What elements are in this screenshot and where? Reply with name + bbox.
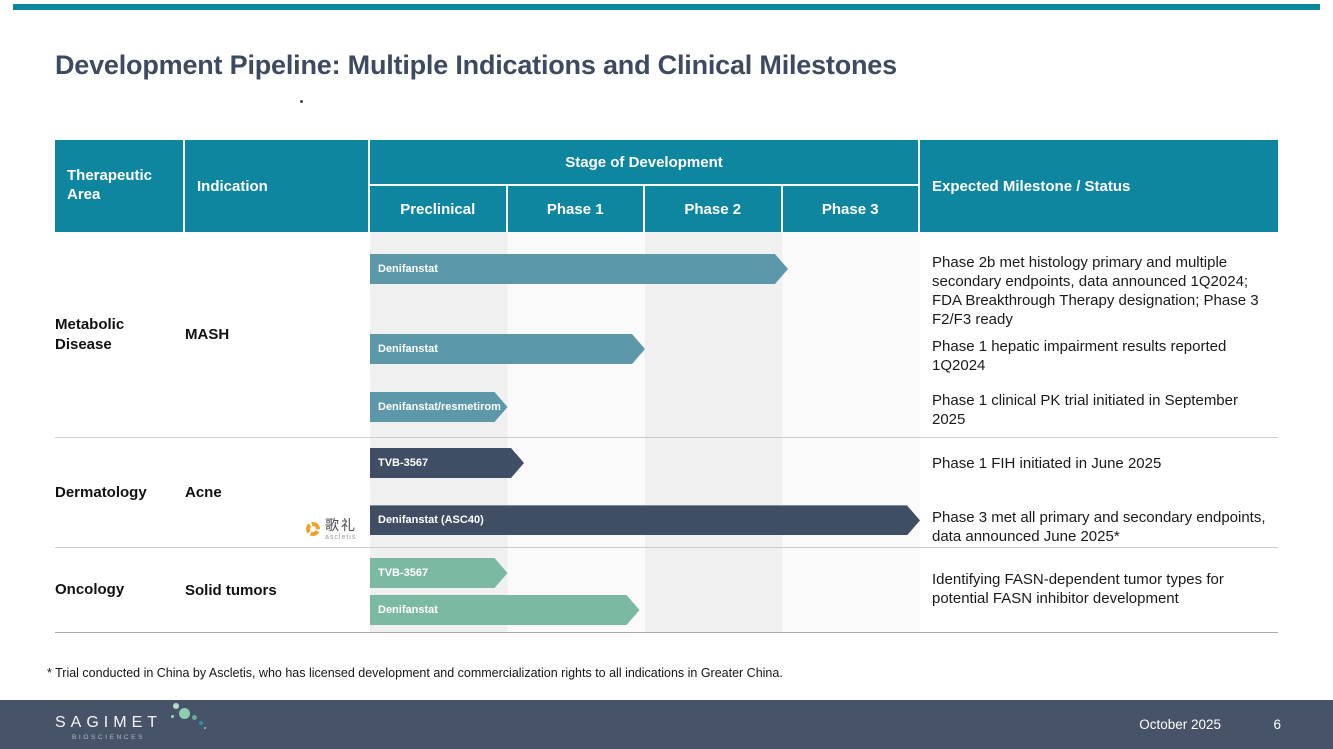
page-number: 6 bbox=[1273, 717, 1281, 732]
logo-dot-icon bbox=[179, 708, 190, 719]
header-indication: Indication bbox=[185, 140, 370, 232]
milestone-text: Phase 1 FIH initiated in June 2025 bbox=[932, 455, 1162, 472]
pipeline-bar-denifanstat-mash-1: Denifanstat bbox=[370, 254, 788, 284]
group-dermatology: Dermatology Acne 歌礼 ascletis TVB-3567 De… bbox=[55, 437, 1278, 547]
brand-name: SAGIMET bbox=[55, 714, 163, 731]
top-accent-bar bbox=[13, 4, 1320, 10]
indication-label: Acne bbox=[185, 484, 222, 501]
milestone-column: Identifying FASN-dependent tumor types f… bbox=[920, 548, 1278, 632]
footer-bar: SAGIMET BIOSCIENCES October 2025 6 bbox=[0, 700, 1333, 749]
logo-dot-icon bbox=[173, 703, 179, 709]
ascletis-cn-label: 歌礼 bbox=[325, 516, 357, 533]
pipeline-bar-denifanstat-mash-2: Denifanstat bbox=[370, 334, 645, 364]
bar-lane: Denifanstat bbox=[370, 334, 920, 392]
bar-drug-label: Denifanstat bbox=[378, 263, 438, 275]
milestone-text: Phase 2b met histology primary and multi… bbox=[932, 254, 1259, 328]
header-therapeutic-area: Therapeutic Area bbox=[55, 140, 185, 232]
milestone-text: Phase 1 hepatic impairment results repor… bbox=[932, 338, 1227, 374]
ascletis-ring-icon bbox=[306, 522, 320, 536]
logo-dot-icon bbox=[204, 727, 206, 729]
logo-dot-icon bbox=[192, 715, 197, 720]
footnote: * Trial conducted in China by Ascletis, … bbox=[47, 666, 783, 680]
header-expected-milestone: Expected Milestone / Status bbox=[920, 140, 1278, 232]
pipeline-bar-denifanstat-asc40: Denifanstat (ASC40) bbox=[370, 505, 920, 535]
pipeline-bar-tvb3567-acne: TVB-3567 bbox=[370, 448, 524, 478]
bar-lane: TVB-3567 bbox=[370, 558, 920, 595]
header-phase-1: Phase 1 bbox=[507, 186, 645, 232]
header-phase-2: Phase 2 bbox=[645, 186, 783, 232]
bar-lane: Denifanstat (ASC40) bbox=[370, 505, 920, 547]
logo-dot-icon bbox=[199, 721, 203, 725]
logo-dot-icon bbox=[171, 715, 174, 718]
stage-lanes: TVB-3567 Denifanstat (ASC40) bbox=[370, 438, 920, 547]
therapeutic-area-label: Dermatology bbox=[55, 483, 147, 501]
header-phase-3: Phase 3 bbox=[782, 186, 918, 232]
footer-date: October 2025 bbox=[1139, 717, 1221, 732]
stage-lanes: TVB-3567 Denifanstat bbox=[370, 548, 920, 632]
brand-subtitle: BIOSCIENCES bbox=[71, 734, 146, 741]
bar-lane: Denifanstat bbox=[370, 595, 920, 632]
sagimet-logo: SAGIMET BIOSCIENCES bbox=[55, 703, 206, 741]
table-header-row: Therapeutic Area Indication Stage of Dev… bbox=[55, 140, 1278, 232]
bar-lane: TVB-3567 bbox=[370, 448, 920, 505]
milestone-text: Phase 1 clinical PK trial initiated in S… bbox=[932, 392, 1238, 428]
bar-drug-label: Denifanstat/resmetirom bbox=[378, 401, 501, 413]
group-metabolic-disease: Metabolic Disease MASH Denifanstat Denif… bbox=[55, 232, 1278, 437]
table-body: Metabolic Disease MASH Denifanstat Denif… bbox=[55, 232, 1278, 633]
milestone-column: Phase 2b met histology primary and multi… bbox=[920, 232, 1278, 437]
header-stage-of-development: Stage of Development bbox=[370, 140, 918, 186]
bar-drug-label: Denifanstat bbox=[378, 343, 438, 355]
header-stage-group: Stage of Development Preclinical Phase 1… bbox=[370, 140, 920, 232]
pipeline-bar-tvb3567-oncology: TVB-3567 bbox=[370, 558, 508, 588]
milestone-column: Phase 1 FIH initiated in June 2025 Phase… bbox=[920, 438, 1278, 547]
stage-lanes: Denifanstat Denifanstat Denifanstat/resm… bbox=[370, 232, 920, 437]
header-phase-row: Preclinical Phase 1 Phase 2 Phase 3 bbox=[370, 186, 918, 232]
bar-lane: Denifanstat/resmetirom bbox=[370, 392, 920, 437]
stray-dot bbox=[300, 100, 303, 103]
milestone-text: Identifying FASN-dependent tumor types f… bbox=[932, 571, 1224, 607]
ascletis-en-label: ascletis bbox=[325, 533, 357, 541]
header-preclinical: Preclinical bbox=[370, 186, 508, 232]
ascletis-logo: 歌礼 ascletis bbox=[306, 511, 370, 547]
bar-lane: Denifanstat bbox=[370, 254, 920, 334]
bar-drug-label: TVB-3567 bbox=[378, 457, 429, 469]
pipeline-table: Therapeutic Area Indication Stage of Dev… bbox=[55, 140, 1278, 633]
therapeutic-area-label: Metabolic Disease bbox=[55, 316, 125, 353]
bar-drug-label: Denifanstat (ASC40) bbox=[378, 514, 484, 527]
group-oncology: Oncology Solid tumors TVB-3567 Denifanst… bbox=[55, 547, 1278, 633]
milestone-text: Phase 3 met all primary and secondary en… bbox=[932, 509, 1266, 546]
indication-label: MASH bbox=[185, 326, 230, 343]
indication-label: Solid tumors bbox=[185, 581, 277, 599]
pipeline-bar-denifanstat-oncology: Denifanstat bbox=[370, 595, 640, 625]
bar-drug-label: Denifanstat bbox=[378, 604, 438, 616]
bar-drug-label: TVB-3567 bbox=[378, 567, 429, 579]
therapeutic-area-label: Oncology bbox=[55, 581, 125, 599]
pipeline-bar-denifanstat-resmetirom: Denifanstat/resmetirom bbox=[370, 392, 508, 422]
page-title: Development Pipeline: Multiple Indicatio… bbox=[55, 50, 897, 80]
